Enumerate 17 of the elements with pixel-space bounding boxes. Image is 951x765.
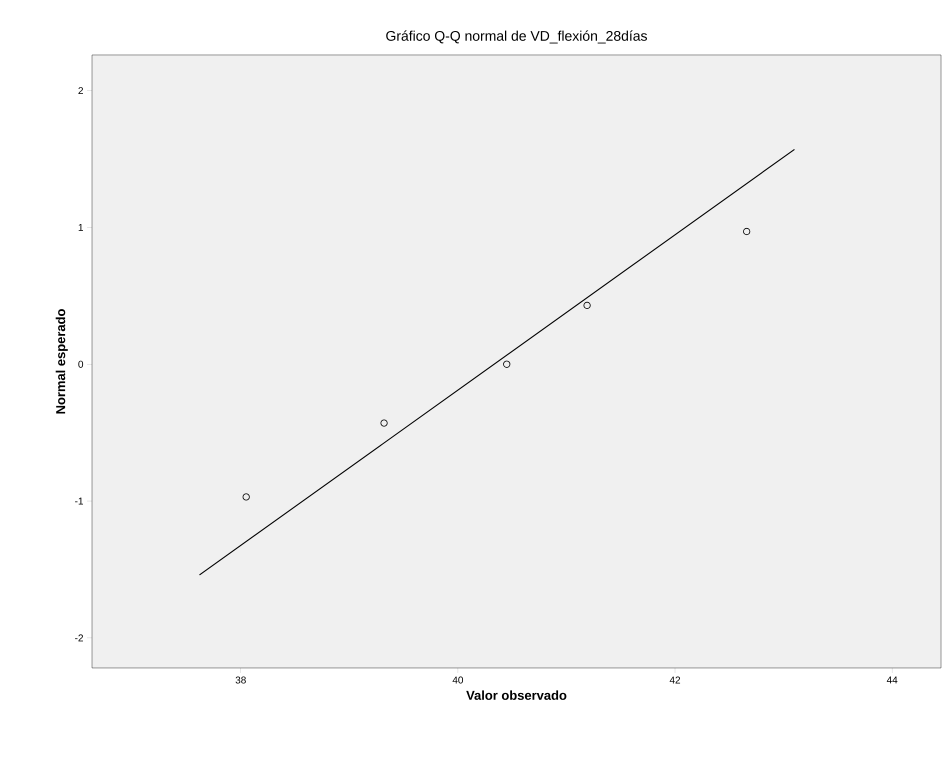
- x-tick-label: 38: [236, 676, 246, 684]
- x-tick-label: 42: [670, 676, 680, 684]
- x-tick-label: 44: [886, 676, 898, 684]
- y-tick-label: 1: [78, 224, 84, 231]
- point: [503, 360, 510, 368]
- chart-title: Gráfico Q-Q normal de VD_flexión_28días: [386, 30, 647, 44]
- x-axis-title: Valor observado: [466, 690, 566, 700]
- point: [242, 493, 250, 501]
- y-tick-label: -1: [75, 498, 84, 504]
- y-axis-title: Normal esperado: [56, 309, 68, 414]
- x-tick-label: 40: [452, 676, 464, 684]
- y-tick-label: -2: [75, 634, 83, 642]
- y-tick-label: 2: [78, 87, 83, 94]
- point: [583, 302, 591, 309]
- point: [743, 228, 750, 236]
- point: [380, 419, 388, 427]
- y-tick-label: 0: [78, 360, 84, 368]
